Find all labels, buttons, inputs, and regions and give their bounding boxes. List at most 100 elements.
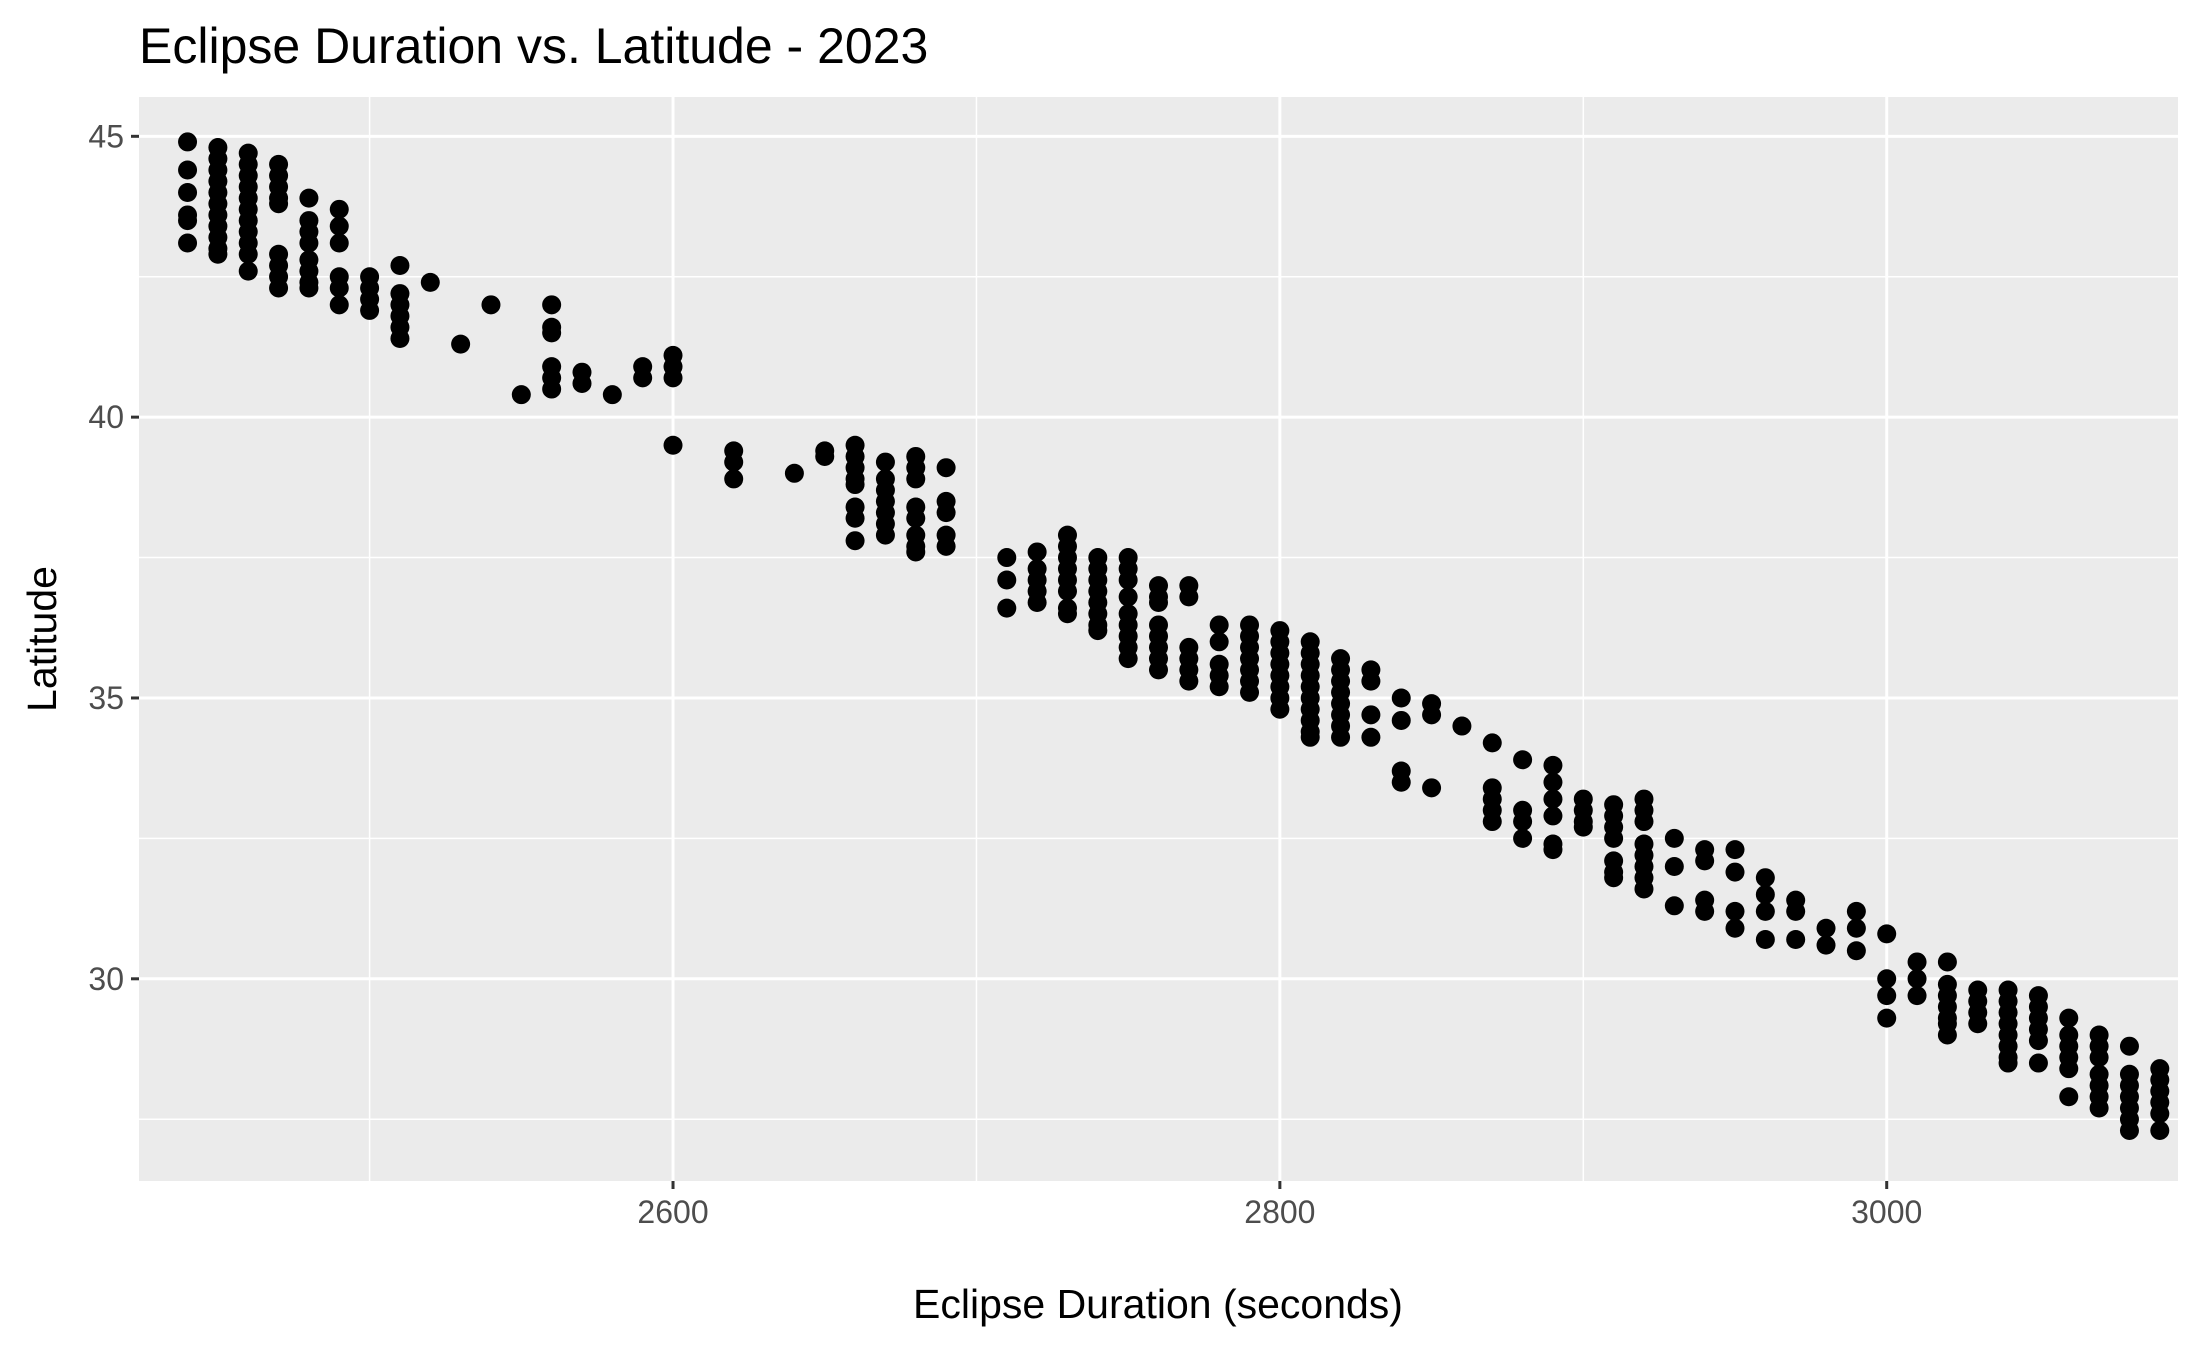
data-point bbox=[997, 548, 1017, 568]
data-point bbox=[2119, 1120, 2139, 1140]
data-point bbox=[663, 368, 683, 388]
data-point bbox=[1755, 929, 1775, 949]
data-point bbox=[1816, 935, 1836, 955]
data-point bbox=[1664, 896, 1684, 916]
data-point bbox=[1361, 671, 1381, 691]
data-point bbox=[1179, 587, 1199, 607]
data-point bbox=[1057, 581, 1077, 601]
data-point bbox=[936, 503, 956, 523]
data-point bbox=[1422, 778, 1442, 798]
data-point bbox=[1513, 750, 1533, 770]
data-point bbox=[1786, 901, 1806, 921]
data-point bbox=[178, 233, 198, 253]
data-point bbox=[178, 132, 198, 152]
data-point bbox=[1209, 632, 1229, 652]
data-point bbox=[2059, 1059, 2079, 1079]
y-tick-label: 30 bbox=[88, 961, 124, 997]
data-point bbox=[1937, 952, 1957, 972]
data-point bbox=[845, 531, 865, 551]
data-point bbox=[2059, 1008, 2079, 1028]
data-point bbox=[633, 368, 653, 388]
data-point bbox=[1755, 885, 1775, 905]
data-point bbox=[1604, 828, 1624, 848]
data-point bbox=[208, 244, 228, 264]
data-point bbox=[1391, 688, 1411, 708]
data-point bbox=[1907, 952, 1927, 972]
data-point bbox=[1149, 592, 1168, 612]
data-point bbox=[936, 458, 956, 478]
data-point bbox=[1573, 817, 1593, 837]
data-point bbox=[1179, 671, 1199, 691]
data-point bbox=[663, 435, 683, 455]
data-point bbox=[1422, 705, 1442, 725]
data-point bbox=[845, 475, 865, 495]
data-point bbox=[178, 160, 198, 180]
data-points bbox=[178, 132, 2170, 1140]
data-point bbox=[1725, 918, 1745, 938]
data-point bbox=[511, 385, 531, 405]
data-point bbox=[1907, 986, 1927, 1006]
data-point bbox=[329, 199, 349, 219]
data-point bbox=[1513, 812, 1533, 832]
data-point bbox=[1664, 828, 1684, 848]
data-point bbox=[1725, 862, 1745, 882]
data-point bbox=[1543, 789, 1563, 809]
data-point bbox=[724, 452, 744, 472]
data-point bbox=[1695, 901, 1715, 921]
data-point bbox=[1846, 918, 1866, 938]
data-point bbox=[1725, 840, 1745, 860]
data-point bbox=[1604, 868, 1624, 888]
x-tick-label: 2800 bbox=[1244, 1194, 1315, 1230]
data-point bbox=[542, 323, 562, 343]
x-axis: 2600 2800 3000 bbox=[637, 1181, 1922, 1230]
data-point bbox=[1877, 924, 1897, 944]
data-point bbox=[269, 194, 289, 214]
data-point bbox=[1118, 570, 1138, 590]
data-point bbox=[542, 295, 562, 315]
data-point bbox=[1118, 587, 1138, 607]
data-point bbox=[1877, 986, 1897, 1006]
data-point bbox=[1907, 969, 1927, 989]
data-point bbox=[2089, 1098, 2109, 1118]
data-point bbox=[1877, 969, 1897, 989]
data-point bbox=[1846, 941, 1866, 961]
x-tick-label: 3000 bbox=[1851, 1194, 1922, 1230]
data-point bbox=[784, 463, 804, 483]
data-point bbox=[360, 300, 380, 320]
data-point bbox=[178, 182, 198, 202]
data-point bbox=[1664, 856, 1684, 876]
y-tick-label: 40 bbox=[88, 399, 124, 435]
data-point bbox=[420, 272, 440, 292]
data-point bbox=[997, 570, 1017, 590]
data-point bbox=[299, 188, 319, 208]
data-point bbox=[815, 446, 835, 466]
data-point bbox=[1391, 710, 1411, 730]
chart-title: Eclipse Duration vs. Latitude - 2023 bbox=[139, 18, 928, 74]
data-point bbox=[1937, 1025, 1957, 1045]
data-point bbox=[1209, 615, 1229, 635]
data-point bbox=[451, 334, 471, 354]
data-point bbox=[1300, 727, 1320, 747]
data-point bbox=[1027, 592, 1047, 612]
data-point bbox=[1846, 901, 1866, 921]
data-point bbox=[602, 385, 622, 405]
data-point bbox=[1118, 649, 1138, 669]
data-point bbox=[269, 278, 289, 298]
data-point bbox=[1361, 727, 1381, 747]
data-point bbox=[390, 255, 410, 275]
data-point bbox=[2028, 1053, 2048, 1073]
data-point bbox=[178, 211, 198, 231]
data-point bbox=[329, 295, 349, 315]
data-point bbox=[238, 244, 258, 264]
data-point bbox=[238, 261, 258, 281]
data-point bbox=[1634, 812, 1654, 832]
data-point bbox=[1543, 772, 1563, 792]
data-point bbox=[1998, 1053, 2018, 1073]
data-point bbox=[906, 469, 926, 489]
data-point bbox=[1755, 868, 1775, 888]
data-point bbox=[2119, 1036, 2139, 1056]
data-point bbox=[906, 542, 926, 562]
data-point bbox=[1027, 542, 1047, 562]
data-point bbox=[299, 233, 319, 253]
